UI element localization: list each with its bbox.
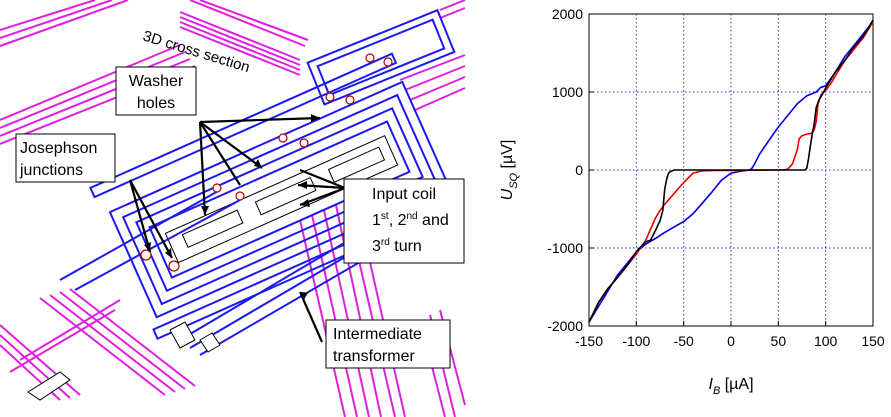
y-tick-label: 0 [575,162,583,178]
squid-layout-drawing: 3D cross section Washer holes Josephson … [0,0,466,417]
ground-tabs [27,321,221,401]
y-tick-label: -2000 [547,318,583,334]
x-tick-label: 0 [727,333,735,349]
washer-holes-label-1: Washer [129,73,184,90]
intermediate-label-1: Intermediate [333,326,422,343]
input-coil-label-2: 1st, 2nd and [372,211,449,229]
ticks: -150 -100 -50 0 50 100 150 -2000 -1000 0 1000 2000 [547,6,885,349]
series-line-3 [588,19,874,323]
x-tick-label: -150 [575,333,603,349]
series [588,19,874,323]
josephson-label-2: junctions [19,162,83,179]
input-coil-label-1: Input coil [372,186,436,203]
upper-coil [306,8,456,106]
josephson-label-1: Josephson [20,140,97,157]
iv-chart: -150 -100 -50 0 50 100 150-2000-1000010002000 … [499,6,885,397]
arrow-heads [144,114,320,301]
leader-arrows [128,116,346,343]
magenta-wiring-top [0,0,466,145]
x-axis-label: IB [µA] [708,376,753,397]
x-tick-label: -50 [674,333,694,349]
input-coil-label-3: 3rd turn [372,237,422,255]
intermediate-label-2: transformer [333,348,415,365]
intermediate-transformer-box [325,319,451,369]
y-tick-label: 1000 [552,84,583,100]
washer-holes-box [115,66,197,116]
y-tick-label: 2000 [552,6,583,22]
x-tick-label: 50 [771,333,787,349]
josephson-box [15,133,116,183]
input-coil-box [343,178,465,264]
washer-outlines [164,135,399,264]
washer-holes-label-2: holes [137,95,175,112]
y-axis-label: USQ [µV] [499,140,520,201]
y-tick-label: -1000 [547,240,583,256]
x-tick-label: 100 [814,333,838,349]
junctions [140,53,393,272]
x-tick-label: 150 [861,333,885,349]
x-tick-label: -100 [622,333,650,349]
